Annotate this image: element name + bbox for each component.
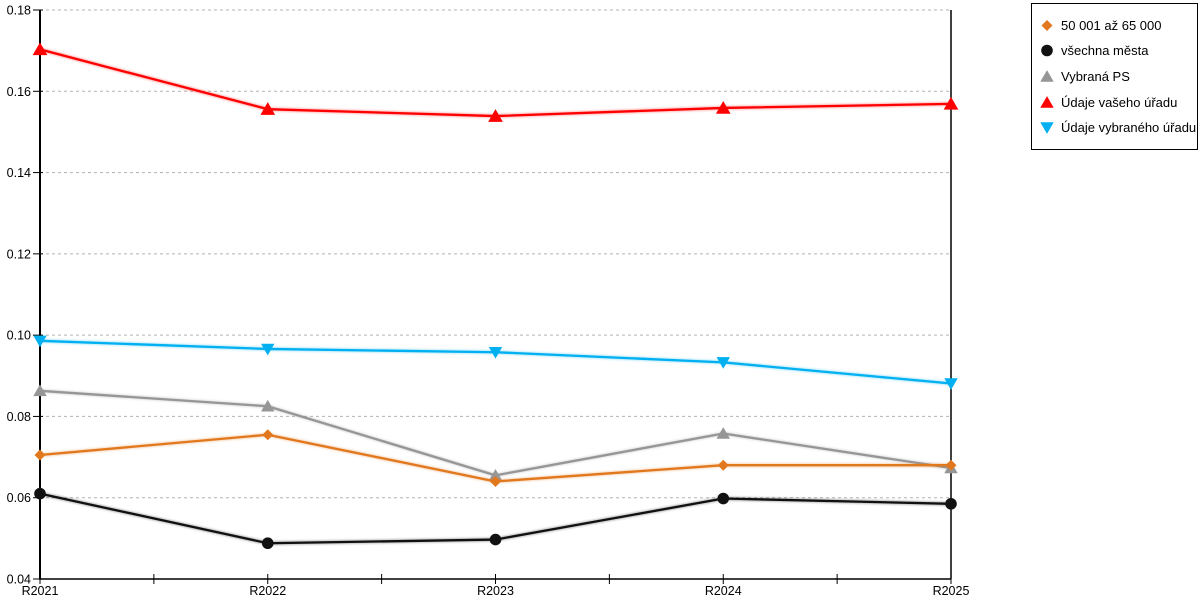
legend-label: Údaje vašeho úřadu <box>1061 94 1178 110</box>
y-tick-label: 0.06 <box>7 491 31 505</box>
data-point <box>261 343 275 356</box>
legend-marker <box>1040 122 1054 135</box>
y-tick-label: 0.12 <box>7 247 31 261</box>
legend-label: Údaje vybraného úřadu <box>1061 120 1197 136</box>
data-point <box>945 459 957 471</box>
data-point <box>717 459 729 471</box>
legend-label: Vybraná PS <box>1061 68 1130 84</box>
y-tick-label: 0.10 <box>7 329 31 343</box>
legend-label: všechna města <box>1061 43 1149 59</box>
data-point <box>716 357 730 369</box>
data-point <box>944 378 958 390</box>
data-point <box>489 533 502 546</box>
series-line-glow <box>39 389 952 478</box>
data-point <box>716 427 730 439</box>
legend: 50 001 až 65 000 všechna města Vybraná PS Ú… <box>1031 3 1198 150</box>
y-tick-label: 0.16 <box>7 85 31 99</box>
data-point <box>32 42 48 56</box>
y-tick-label: 0.08 <box>7 410 31 424</box>
legend-marker <box>1041 19 1053 31</box>
data-point <box>34 487 46 500</box>
data-point <box>488 468 503 481</box>
legend-item: Údaje vybraného úřadu <box>1039 120 1197 136</box>
data-point <box>943 96 959 110</box>
y-tick-label: 0.04 <box>7 573 31 587</box>
series-line <box>39 48 952 118</box>
legend-triangle-down-icon <box>1040 122 1054 135</box>
x-tick-label: R2025 <box>933 584 970 598</box>
legend-item: 50 001 až 65 000 <box>1039 18 1195 33</box>
x-tick-label: R2021 <box>22 584 59 598</box>
y-tick-label: 0.18 <box>7 4 31 18</box>
legend-marker <box>1040 70 1054 82</box>
legend-triangle-up-icon <box>1040 70 1054 82</box>
data-point <box>945 498 957 510</box>
data-point <box>715 100 731 114</box>
x-tick-label: R2022 <box>249 584 286 598</box>
data-point <box>260 102 276 115</box>
legend-item: všechna města <box>1039 43 1195 58</box>
data-point <box>33 384 47 397</box>
y-tick-label: 0.14 <box>7 166 31 180</box>
legend-marker <box>1041 45 1053 57</box>
legend-item: Údaje vašeho úřadu <box>1039 95 1195 110</box>
x-tick-label: R2023 <box>477 584 514 598</box>
data-point <box>261 399 275 412</box>
legend-item: Vybraná PS <box>1039 69 1195 84</box>
legend-diamond-icon <box>1041 19 1053 31</box>
legend-label: 50 001 až 65 000 <box>1061 17 1162 33</box>
data-point <box>34 449 46 461</box>
data-point <box>490 475 501 487</box>
x-tick-label: R2024 <box>705 584 742 598</box>
data-point <box>488 109 503 122</box>
legend-triangle-up-icon <box>1040 95 1054 108</box>
data-point <box>33 335 47 348</box>
data-point <box>488 346 503 359</box>
legend-marker <box>1040 95 1054 108</box>
data-point <box>717 492 730 505</box>
series-line <box>39 389 952 477</box>
data-point <box>261 537 274 550</box>
data-point <box>262 429 274 441</box>
legend-circle-icon <box>1041 45 1053 57</box>
